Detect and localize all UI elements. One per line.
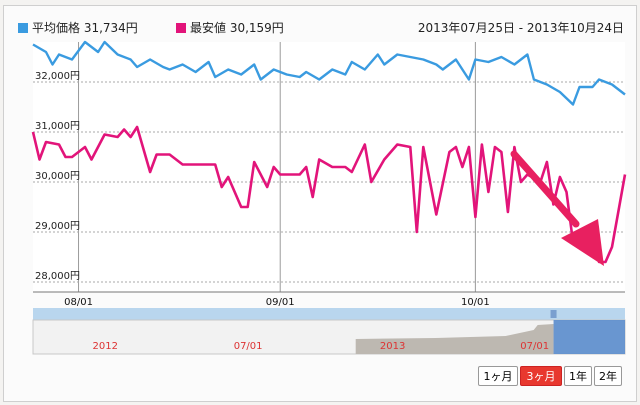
- legend-lowest-label: 最安値 30,159円: [190, 21, 284, 35]
- range-button-3-months[interactable]: 3ヶ月: [520, 366, 562, 386]
- legend-lowest-price[interactable]: 最安値 30,159円: [176, 19, 284, 36]
- range-button-1-month[interactable]: 1ヶ月: [478, 366, 518, 386]
- legend-swatch-pink: [176, 23, 186, 33]
- y-tick-label: 29,000円: [35, 221, 80, 232]
- navigator-scrollbar: [33, 308, 625, 320]
- date-range-label: 2013年07月25日 - 2013年10月24日: [417, 21, 624, 35]
- navigator-label: 07/01: [234, 341, 263, 352]
- range-button-2-years[interactable]: 2年: [594, 366, 622, 386]
- navigator-label: 07/01: [520, 341, 549, 352]
- y-tick-label: 28,000円: [35, 271, 80, 282]
- navigator-label: 2013: [380, 341, 405, 352]
- x-tick-label: 08/01: [64, 297, 93, 308]
- annotation-arrow-shaft: [510, 150, 580, 228]
- annotation-arrow-head: [561, 219, 604, 266]
- legend-average-label: 平均価格 31,734円: [32, 21, 138, 35]
- range-button-1-year[interactable]: 1年: [564, 366, 592, 386]
- legend-swatch-blue: [18, 23, 28, 33]
- average-price-line: [32, 40, 626, 106]
- y-tick-label: 32,000円: [35, 71, 80, 82]
- navigator-selection: [553, 320, 625, 354]
- navigator-handle-left: [550, 310, 557, 318]
- y-tick-label: 31,000円: [35, 121, 80, 132]
- y-tick-label: 30,000円: [35, 171, 80, 182]
- navigator-history-fill: [355, 324, 554, 354]
- legend-average-price[interactable]: 平均価格 31,734円: [18, 19, 138, 36]
- x-tick-label: 09/01: [266, 297, 295, 308]
- navigator-label: 2012: [93, 341, 118, 352]
- x-tick-label: 10/01: [461, 297, 490, 308]
